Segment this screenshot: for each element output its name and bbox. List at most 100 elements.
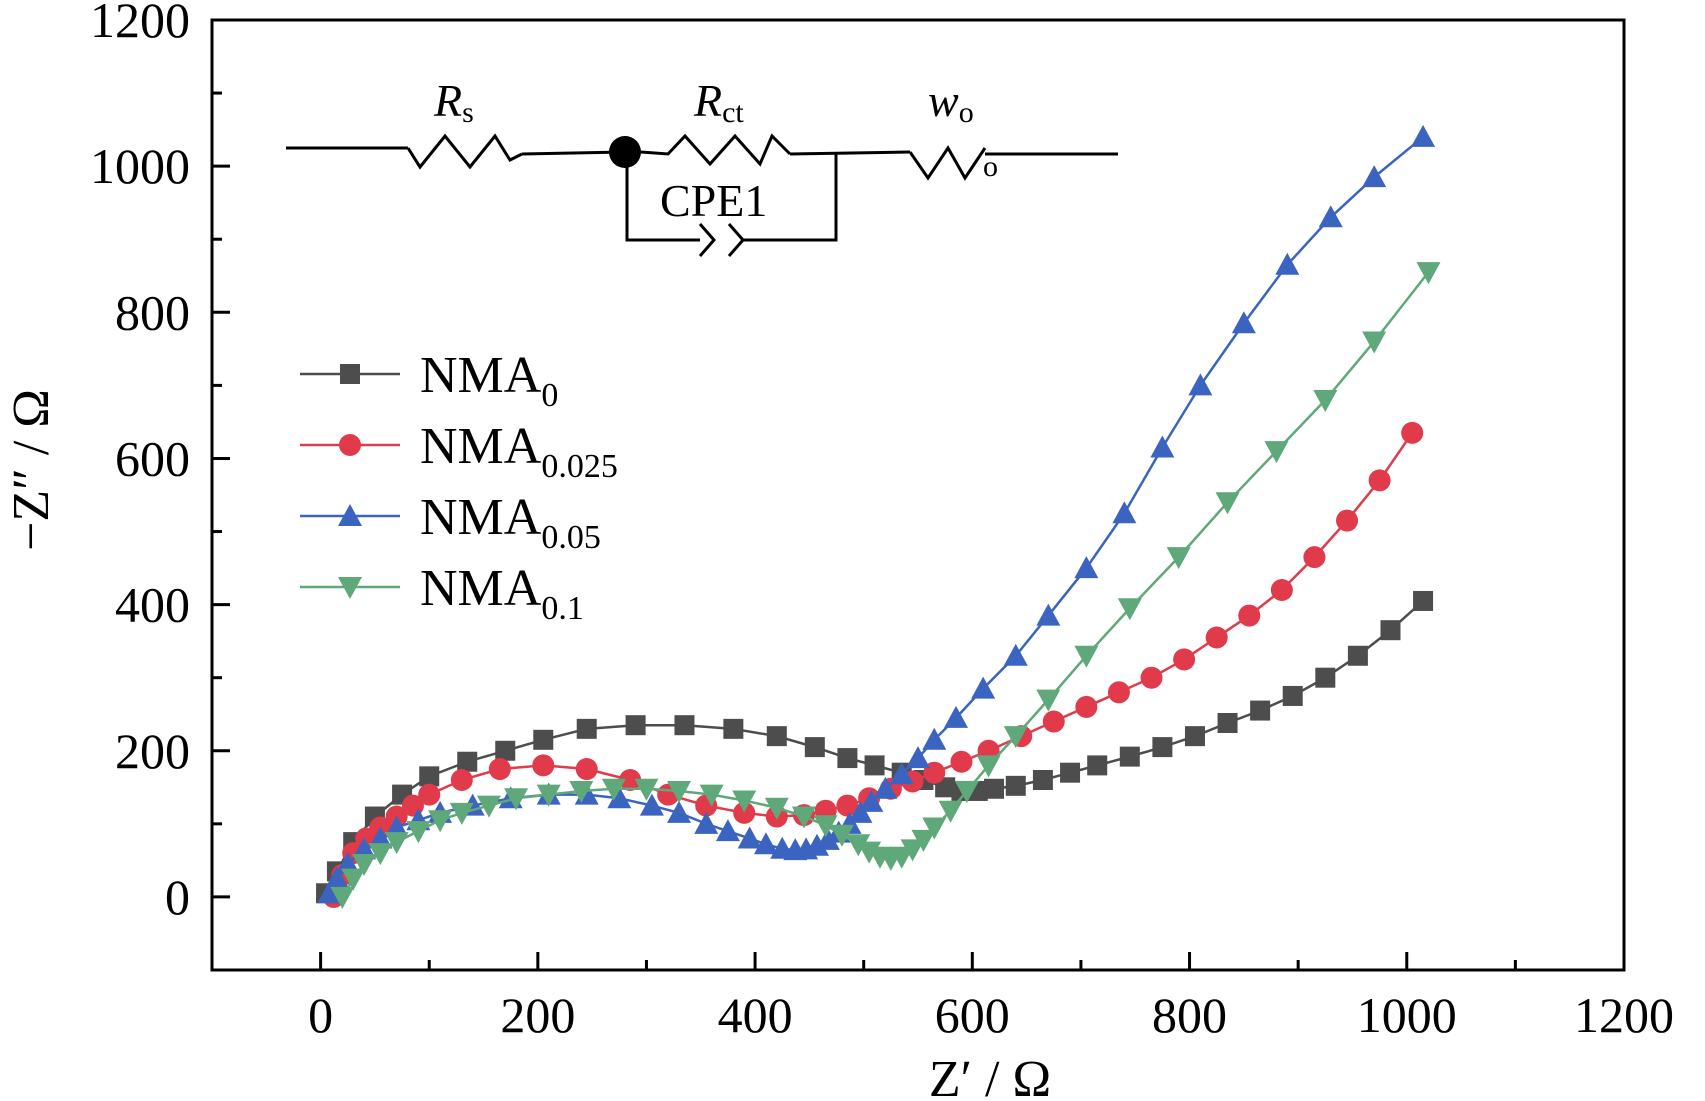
data-point bbox=[1318, 205, 1343, 228]
data-point bbox=[922, 817, 947, 840]
data-point bbox=[815, 827, 840, 850]
data-point bbox=[619, 769, 642, 791]
cpe-symbol-icon-2 bbox=[727, 223, 745, 257]
legend-marker bbox=[338, 504, 362, 526]
resistor-rct-icon bbox=[640, 133, 792, 167]
data-point bbox=[715, 819, 740, 842]
y-tick-label: 400 bbox=[115, 577, 190, 633]
data-point bbox=[1117, 598, 1142, 621]
data-point bbox=[569, 780, 594, 803]
data-point bbox=[335, 852, 360, 875]
data-point bbox=[1231, 311, 1256, 334]
legend-label: NMA0.05 bbox=[420, 489, 601, 556]
data-point bbox=[911, 829, 936, 852]
data-point bbox=[428, 810, 453, 833]
data-point bbox=[533, 729, 554, 750]
data-point bbox=[813, 815, 838, 838]
data-point bbox=[699, 784, 724, 807]
data-point bbox=[1238, 604, 1261, 627]
data-point bbox=[639, 793, 664, 816]
data-point bbox=[1336, 509, 1359, 532]
data-point bbox=[1036, 603, 1061, 626]
data-point bbox=[601, 778, 626, 801]
data-point bbox=[1119, 746, 1140, 767]
data-point bbox=[368, 826, 393, 849]
legend-item: NMA0.1 bbox=[300, 560, 584, 627]
wo-label: wo bbox=[928, 75, 974, 129]
data-point bbox=[889, 762, 914, 785]
data-point bbox=[1282, 685, 1303, 706]
data-point bbox=[1184, 726, 1205, 747]
data-point bbox=[1107, 681, 1130, 704]
data-point bbox=[804, 737, 825, 758]
y-tick-label: 200 bbox=[115, 723, 190, 779]
y-axis-title: −Z″ / Ω bbox=[3, 389, 60, 551]
data-point bbox=[1140, 666, 1163, 689]
data-point bbox=[317, 881, 342, 904]
legend-item: NMA0.05 bbox=[300, 489, 601, 556]
data-point bbox=[1411, 124, 1436, 147]
circuit-node bbox=[609, 136, 641, 168]
data-point bbox=[1074, 556, 1099, 579]
legend-label: NMA0.1 bbox=[420, 560, 584, 627]
axis-tick-labels: 0 200 400 600 800 1000 1200 0 200 400 600 800 1000 12… bbox=[90, 0, 1674, 1043]
circuit-wire-mid bbox=[521, 150, 626, 156]
data-point bbox=[1003, 726, 1028, 749]
legend-marker bbox=[340, 364, 360, 384]
data-point bbox=[625, 715, 646, 736]
data-point bbox=[732, 790, 757, 813]
data-point bbox=[1303, 546, 1326, 569]
wo-lower-label: o bbox=[983, 150, 998, 183]
data-point bbox=[1215, 492, 1240, 515]
legend-item: NMA0.025 bbox=[300, 418, 618, 485]
data-point bbox=[1042, 710, 1065, 733]
data-point bbox=[846, 834, 871, 857]
data-point bbox=[1087, 755, 1108, 776]
data-point bbox=[1313, 390, 1338, 412]
y-tick-label: 800 bbox=[115, 284, 190, 340]
plot-frame bbox=[210, 18, 1626, 972]
data-point bbox=[1362, 165, 1387, 188]
data-point bbox=[384, 815, 409, 838]
y-tick-label: 1200 bbox=[90, 0, 190, 48]
data-point bbox=[900, 839, 925, 862]
data-point bbox=[406, 821, 431, 844]
cpe-branch-wire-right bbox=[743, 154, 838, 242]
data-point bbox=[944, 705, 969, 728]
data-point bbox=[457, 751, 478, 772]
data-point bbox=[352, 854, 377, 877]
rct-label: Rct bbox=[693, 75, 744, 129]
data-point bbox=[859, 789, 884, 812]
data-point bbox=[418, 783, 441, 806]
data-point bbox=[1005, 775, 1026, 796]
data-point bbox=[1264, 441, 1289, 464]
data-point bbox=[419, 766, 440, 787]
cpe-branch-wire bbox=[625, 152, 700, 242]
data-point bbox=[330, 886, 355, 909]
data-point bbox=[1166, 547, 1191, 570]
data-point bbox=[368, 843, 393, 866]
data-point bbox=[488, 758, 511, 781]
resistor-rs-icon bbox=[406, 133, 523, 170]
y-tick-label: 600 bbox=[115, 430, 190, 486]
cpe-symbol-icon bbox=[698, 223, 716, 257]
data-point bbox=[1188, 373, 1213, 396]
data-point bbox=[634, 778, 659, 801]
data-point bbox=[873, 776, 898, 799]
data-point bbox=[1413, 590, 1434, 611]
data-point bbox=[532, 754, 555, 777]
data-point bbox=[450, 769, 473, 791]
legend-label: NMA0 bbox=[420, 347, 558, 414]
series-0-1 bbox=[330, 262, 1441, 909]
y-tick-label: 1000 bbox=[90, 138, 190, 194]
data-point bbox=[753, 832, 778, 855]
x-axis-title: Z′ / Ω bbox=[929, 1051, 1051, 1101]
cpe-label: CPE1 bbox=[660, 175, 767, 226]
data-point bbox=[938, 800, 963, 823]
x-tick-label: 800 bbox=[1152, 987, 1227, 1043]
data-point bbox=[1060, 762, 1081, 783]
data-point bbox=[1270, 579, 1293, 601]
data-point bbox=[1362, 331, 1387, 354]
data-point bbox=[1075, 695, 1098, 718]
